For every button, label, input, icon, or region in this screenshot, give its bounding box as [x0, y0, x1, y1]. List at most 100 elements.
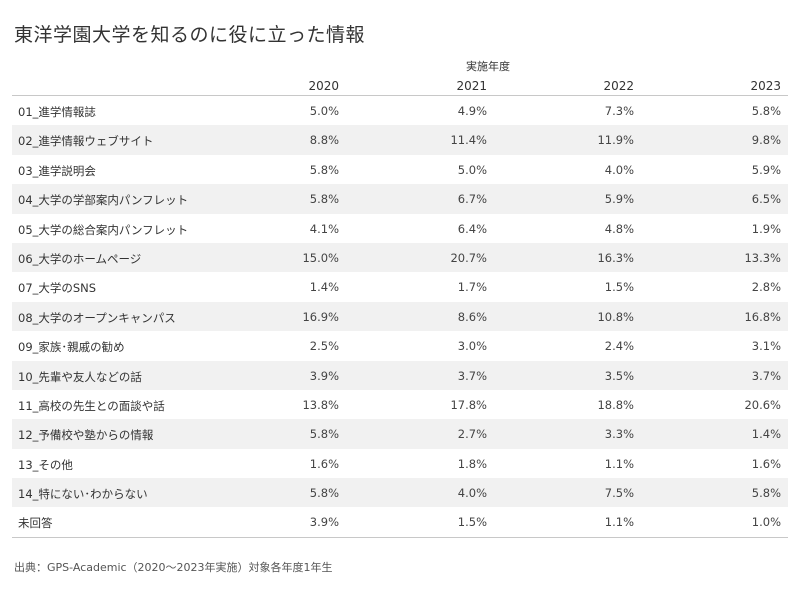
table-row: 08_大学のオープンキャンパス 16.9% 8.6% 10.8% 16.8%: [12, 301, 788, 332]
table-cell-2022: 2.4%: [604, 339, 634, 354]
table-row: 05_大学の総合案内パンフレット 4.1% 6.4% 4.8% 1.9%: [12, 214, 788, 243]
table-row: 11_高校の先生との面談や話 13.8% 17.8% 18.8% 20.6%: [12, 390, 788, 419]
table-row: 10_先輩や友人などの話 3.9% 3.7% 3.5% 3.7%: [12, 360, 788, 390]
column-header-2020: 2020: [308, 79, 339, 93]
table-cell-2022: 4.8%: [604, 221, 634, 236]
table-cell-2022: 4.0%: [604, 162, 634, 177]
table-cell-2021: 20.7%: [450, 250, 487, 265]
table-cell-2021: 1.7%: [457, 280, 487, 295]
row-label: 13_その他: [18, 457, 73, 472]
table-row: 14_特にない･わからない 5.8% 4.0% 7.5% 5.8%: [12, 478, 788, 508]
row-label: 01_進学情報誌: [18, 105, 96, 119]
table-cell-2022: 7.5%: [604, 486, 634, 501]
table-row: 01_進学情報誌 5.0% 4.9% 7.3% 5.8%: [12, 96, 788, 125]
table-row: 03_進学説明会 5.8% 5.0% 4.0% 5.9%: [12, 155, 788, 184]
table-body: 01_進学情報誌 5.0% 4.9% 7.3% 5.8% 02_進学情報ウェブサイト 8.8…: [12, 96, 788, 537]
table-row: 07_大学のSNS 1.4% 1.7% 1.5% 2.8%: [12, 272, 788, 301]
table-cell-2022: 3.3%: [604, 427, 634, 442]
table-cell-2023: 1.4%: [751, 427, 781, 442]
table-cell-2023: 1.0%: [751, 515, 781, 530]
table-cell-2023: 13.3%: [744, 250, 781, 265]
table-cell-2020: 3.9%: [309, 515, 339, 530]
column-group-label: 実施年度: [466, 60, 510, 73]
source-note: 出典：GPS-Academic（2020〜2023年実施）対象各年度1年生: [14, 561, 333, 574]
table-cell-2023: 2.8%: [751, 280, 781, 295]
row-label: 09_家族･親戚の勧め: [18, 340, 125, 355]
table-cell-2023: 20.6%: [744, 397, 781, 412]
table-cell-2022: 11.9%: [597, 133, 634, 148]
table-cell-2021: 17.8%: [450, 397, 487, 412]
table-cell-2023: 16.8%: [744, 309, 781, 324]
row-label: 12_予備校や塾からの情報: [18, 428, 154, 443]
table-cell-2022: 10.8%: [597, 309, 634, 324]
row-label: 05_大学の総合案内パンフレット: [18, 222, 189, 237]
table-row: 09_家族･親戚の勧め 2.5% 3.0% 2.4% 3.1%: [12, 331, 788, 360]
table-cell-2020: 8.8%: [309, 133, 339, 148]
table-cell-2020: 15.0%: [302, 250, 339, 265]
table-cell-2023: 5.8%: [751, 486, 781, 501]
column-group-header: 実施年度: [12, 56, 788, 76]
table-cell-2021: 4.0%: [457, 486, 487, 501]
table-row: 未回答 3.9% 1.5% 1.1% 1.0%: [12, 507, 788, 536]
table-cell-2021: 3.0%: [457, 339, 487, 354]
table-cell-2023: 3.1%: [751, 339, 781, 354]
table-cell-2023: 9.8%: [751, 133, 781, 148]
table-cell-2020: 4.1%: [309, 221, 339, 236]
table-cell-2022: 1.5%: [604, 280, 634, 295]
table-cell-2021: 5.0%: [457, 162, 487, 177]
column-header-2022: 2022: [603, 79, 634, 93]
row-label: 08_大学のオープンキャンパス: [18, 310, 176, 325]
row-label: 07_大学のSNS: [18, 281, 97, 296]
table-row: 06_大学のホームページ 15.0% 20.7% 16.3% 13.3%: [12, 242, 788, 273]
row-label: 02_進学情報ウェブサイト: [18, 134, 154, 149]
table-row: 12_予備校や塾からの情報 5.8% 2.7% 3.3% 1.4%: [12, 419, 788, 449]
column-header-row: 2020 2021 2022 2023: [12, 76, 788, 96]
table-cell-2020: 5.8%: [309, 486, 339, 501]
table-cell-2023: 6.5%: [751, 192, 781, 207]
table-cell-2022: 16.3%: [597, 250, 634, 265]
table-cell-2021: 3.7%: [457, 368, 487, 383]
column-header-2021: 2021: [456, 79, 487, 93]
table-cell-2021: 8.6%: [457, 309, 487, 324]
row-label: 03_進学説明会: [18, 163, 96, 178]
table-cell-2021: 11.4%: [450, 133, 487, 148]
table-row: 04_大学の学部案内パンフレット 5.8% 6.7% 5.9% 6.5%: [12, 184, 788, 214]
table-cell-2020: 5.8%: [309, 162, 339, 177]
table-cell-2022: 1.1%: [604, 515, 634, 530]
row-label: 未回答: [18, 516, 53, 531]
table-cell-2021: 4.9%: [457, 104, 487, 118]
table-row: 02_進学情報ウェブサイト 8.8% 11.4% 11.9% 9.8%: [12, 125, 788, 155]
row-label: 14_特にない･わからない: [18, 487, 148, 502]
table-cell-2020: 3.9%: [309, 368, 339, 383]
column-header-2023: 2023: [750, 79, 781, 93]
table-cell-2023: 1.6%: [751, 456, 781, 471]
row-label: 04_大学の学部案内パンフレット: [18, 193, 189, 208]
table-cell-2022: 3.5%: [604, 368, 634, 383]
table-cell-2023: 5.8%: [751, 104, 781, 118]
table-cell-2021: 6.7%: [457, 192, 487, 207]
row-label: 10_先輩や友人などの話: [18, 369, 142, 384]
table-cell-2022: 1.1%: [604, 456, 634, 471]
row-label: 11_高校の先生との面談や話: [18, 398, 165, 413]
table-cell-2020: 5.0%: [309, 104, 339, 118]
table-bottom-rule: [12, 536, 788, 538]
data-table: 実施年度 2020 2021 2022 2023 01_進学情報誌 5.0% 4.9…: [12, 56, 788, 538]
table-cell-2022: 5.9%: [604, 192, 634, 207]
table-cell-2020: 1.4%: [309, 280, 339, 295]
table-row: 13_その他 1.6% 1.8% 1.1% 1.6%: [12, 449, 788, 478]
table-cell-2021: 2.7%: [457, 427, 487, 442]
table-cell-2023: 3.7%: [751, 368, 781, 383]
row-label: 06_大学のホームページ: [18, 251, 142, 266]
table-cell-2020: 16.9%: [302, 309, 339, 324]
table-cell-2020: 1.6%: [309, 456, 339, 471]
table-cell-2021: 1.5%: [457, 515, 487, 530]
table-cell-2020: 5.8%: [309, 192, 339, 207]
table-cell-2021: 6.4%: [457, 221, 487, 236]
table-cell-2020: 2.5%: [309, 339, 339, 354]
table-cell-2022: 7.3%: [604, 104, 634, 118]
table-cell-2022: 18.8%: [597, 397, 634, 412]
table-cell-2020: 5.8%: [309, 427, 339, 442]
table-cell-2020: 13.8%: [302, 397, 339, 412]
table-cell-2023: 5.9%: [751, 162, 781, 177]
table-cell-2021: 1.8%: [457, 456, 487, 471]
